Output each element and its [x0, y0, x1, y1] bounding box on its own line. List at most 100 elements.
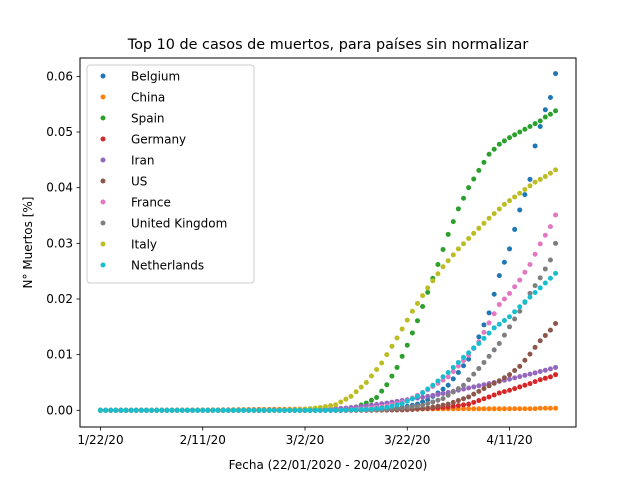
data-point: [522, 357, 528, 363]
data-point: [542, 332, 548, 338]
data-point: [542, 280, 548, 286]
data-point: [266, 407, 272, 413]
data-point: [414, 403, 420, 409]
legend-entry: United Kingdom: [100, 217, 227, 231]
data-point: [553, 108, 559, 114]
data-point: [450, 389, 456, 395]
data-point: [507, 314, 513, 320]
data-point: [527, 261, 533, 267]
data-point: [374, 406, 380, 412]
data-point: [517, 277, 523, 283]
data-point: [461, 363, 467, 369]
data-point: [501, 296, 507, 302]
data-point: [496, 341, 502, 347]
data-point: [210, 407, 216, 413]
data-point: [522, 382, 528, 388]
series-netherlands: [97, 270, 559, 413]
data-point: [338, 407, 344, 413]
data-point: [553, 167, 559, 173]
data-point: [547, 366, 553, 372]
data-point: [348, 393, 354, 399]
data-point: [532, 344, 538, 350]
data-point: [542, 266, 548, 272]
data-point: [481, 220, 487, 226]
data-point: [409, 308, 415, 314]
legend-entry: France: [100, 196, 171, 210]
data-point: [200, 407, 206, 413]
data-point: [466, 406, 472, 412]
data-point: [430, 404, 436, 410]
data-point: [420, 304, 426, 309]
data-point: [143, 407, 149, 413]
data-point: [164, 407, 170, 413]
y-axis-label: N° Muertos [%]: [21, 197, 35, 289]
data-point: [491, 406, 497, 412]
data-point: [261, 407, 267, 413]
data-point: [507, 372, 513, 378]
data-point: [491, 380, 497, 386]
data-point: [517, 384, 523, 390]
data-point: [123, 407, 129, 413]
data-point: [481, 386, 487, 392]
data-point: [445, 374, 451, 380]
data-point: [159, 407, 165, 413]
data-point: [476, 334, 482, 340]
data-point: [251, 407, 257, 413]
data-point: [532, 283, 538, 289]
legend-marker: [100, 157, 106, 163]
data-point: [302, 407, 308, 413]
data-point: [512, 375, 518, 381]
data-point: [481, 322, 487, 328]
data-point: [537, 338, 543, 344]
data-point: [455, 386, 461, 392]
data-point: [220, 407, 226, 413]
data-point: [507, 406, 513, 412]
data-point: [481, 359, 487, 365]
data-point: [466, 401, 472, 407]
data-point: [154, 407, 160, 413]
data-point: [312, 407, 318, 413]
data-point: [195, 407, 201, 413]
legend-entry: US: [100, 175, 147, 189]
data-point: [517, 374, 523, 380]
data-point: [532, 179, 538, 185]
data-point: [471, 391, 477, 397]
data-point: [496, 406, 502, 412]
data-point: [547, 111, 553, 117]
data-point: [527, 294, 533, 300]
data-point: [507, 324, 513, 330]
data-point: [108, 407, 114, 413]
legend-label: United Kingdom: [131, 217, 227, 231]
data-point: [496, 321, 502, 327]
x-tick-label: 2/11/20: [180, 433, 226, 447]
data-point: [517, 207, 523, 213]
data-point: [547, 170, 553, 176]
data-point: [440, 246, 446, 252]
legend-label: France: [131, 196, 171, 210]
data-point: [425, 289, 431, 295]
legend-label: Italy: [131, 238, 157, 252]
data-point: [445, 382, 451, 388]
data-point: [440, 386, 446, 392]
data-point: [537, 241, 543, 247]
data-point: [348, 407, 354, 413]
data-point: [532, 251, 538, 257]
data-point: [471, 399, 477, 405]
data-point: [476, 366, 482, 372]
data-point: [455, 206, 461, 212]
data-point: [317, 407, 323, 413]
data-point: [138, 407, 144, 413]
data-point: [501, 318, 507, 324]
data-point: [481, 406, 487, 412]
data-point: [542, 107, 548, 113]
data-point: [358, 407, 364, 413]
data-point: [476, 225, 482, 231]
legend: Belgium China Spain Germany Iran US France Unit…: [86, 64, 255, 284]
legend-entry: Netherlands: [100, 259, 204, 273]
data-point: [527, 406, 533, 412]
data-point: [461, 396, 467, 402]
legend-entry: Belgium: [100, 70, 180, 84]
data-point: [338, 399, 344, 405]
data-point: [553, 270, 559, 276]
data-point: [184, 407, 190, 413]
